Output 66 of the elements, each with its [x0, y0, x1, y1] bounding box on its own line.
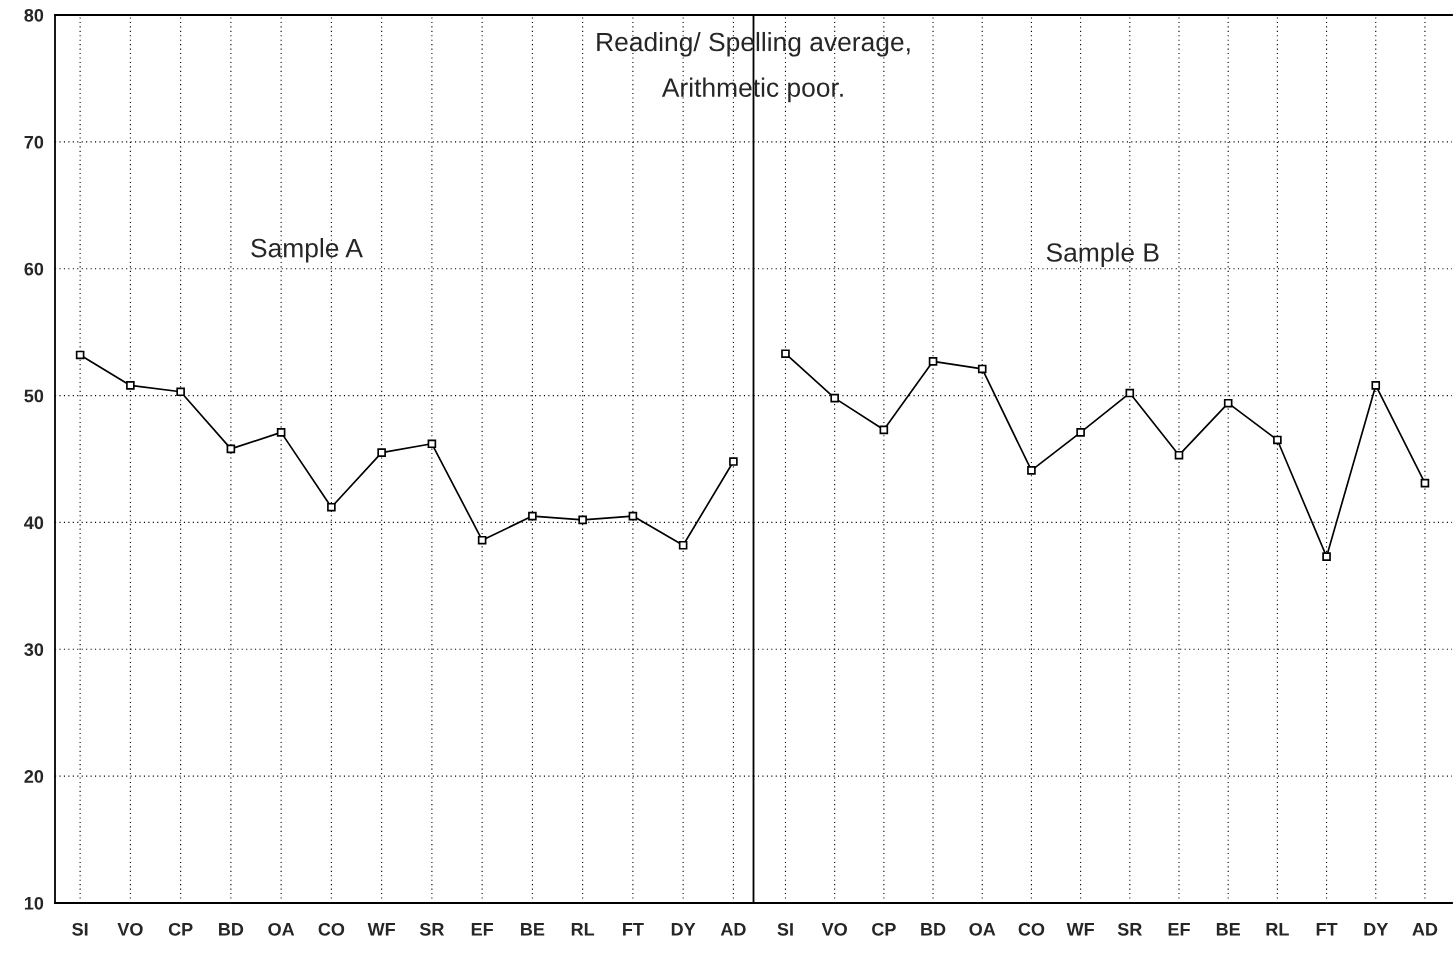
point — [1273, 435, 1282, 445]
x-tick-label: OA — [268, 922, 295, 936]
x-tick-label: BD — [219, 923, 244, 936]
point — [226, 444, 236, 454]
point — [729, 457, 738, 466]
x-tick-label: DY — [671, 923, 696, 936]
x-tick-label: SR — [1117, 922, 1142, 936]
y-tick-label: 10 — [24, 896, 44, 910]
x-tick-label: BD — [921, 923, 946, 936]
point — [126, 381, 135, 390]
x-tick-label: CP — [168, 922, 193, 936]
x-tick-label: SI — [72, 922, 88, 936]
point — [477, 535, 487, 545]
x-tick-label: RL — [1266, 923, 1289, 936]
x-tick-label: CO — [1018, 922, 1045, 936]
point — [1027, 466, 1036, 475]
point — [1322, 552, 1331, 561]
point — [427, 439, 437, 449]
x-tick-label: OA — [969, 922, 996, 936]
point — [1076, 428, 1085, 437]
x-tick-label: BE — [521, 923, 545, 936]
point — [678, 540, 688, 550]
y-tick-label: 20 — [24, 770, 44, 783]
point — [977, 364, 987, 374]
x-tick-label: CP — [872, 922, 896, 936]
x-tick-label: EF — [471, 923, 494, 936]
y-tick-label: 60 — [24, 262, 44, 276]
point — [1125, 388, 1135, 398]
point — [928, 357, 938, 366]
x-tick-label: FT — [623, 923, 644, 936]
point — [1174, 450, 1184, 460]
x-tick-label: CO — [318, 922, 345, 936]
point — [276, 428, 286, 437]
point — [1223, 398, 1233, 408]
point — [75, 350, 85, 360]
x-tick-label: WF — [367, 923, 396, 936]
point — [781, 349, 790, 359]
x-tick-label: AD — [720, 923, 746, 936]
point — [1371, 381, 1381, 390]
x-tick-label: VO — [117, 922, 143, 936]
x-tick-label: FT — [1316, 923, 1338, 936]
x-tick-label: SI — [777, 922, 793, 936]
point — [879, 425, 889, 435]
x-tick-label: BE — [1216, 923, 1241, 936]
point — [578, 515, 587, 525]
x-tick-label: WF — [1066, 923, 1094, 936]
point — [1420, 478, 1430, 488]
x-tick-label: EF — [1168, 923, 1190, 936]
annotation: Sample A — [251, 238, 363, 263]
point — [377, 448, 386, 457]
point — [830, 393, 839, 403]
point — [176, 387, 185, 397]
y-tick-label: 30 — [24, 643, 44, 657]
point — [628, 511, 638, 521]
x-tick-label: DY — [1364, 923, 1389, 936]
y-tick-label: 50 — [24, 389, 44, 403]
annotation: Sample B — [1046, 242, 1159, 268]
x-tick-label: SR — [419, 922, 445, 936]
point — [327, 502, 336, 512]
y-tick-label: 80 — [24, 8, 44, 22]
y-tick-label: 70 — [24, 135, 44, 149]
x-tick-label: AD — [1412, 923, 1438, 936]
y-tick-label: 40 — [24, 516, 44, 530]
x-tick-label: VO — [821, 922, 847, 936]
point — [528, 511, 537, 521]
x-tick-label: RL — [571, 923, 595, 936]
